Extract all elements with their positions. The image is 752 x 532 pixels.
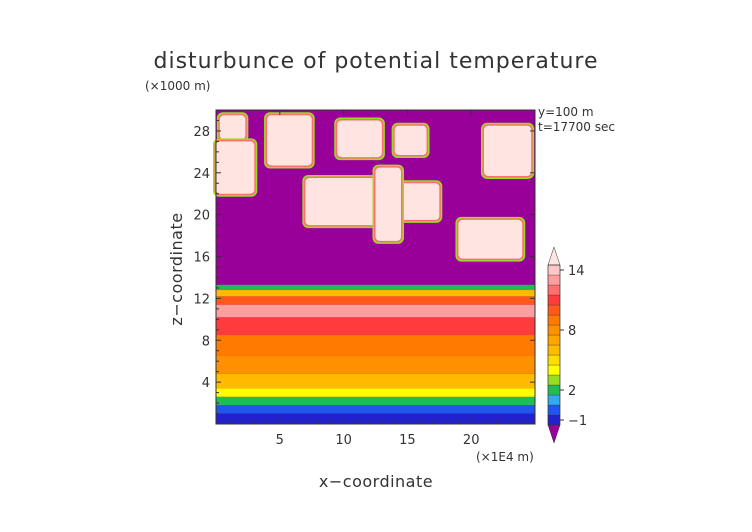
colorbar-frame <box>547 264 561 426</box>
annotation-y: y=100 m <box>538 105 594 119</box>
heatmap-band-7 <box>216 317 535 336</box>
x-tick-label: 15 <box>399 433 416 448</box>
y-unit-label: (×1000 m) <box>145 79 210 93</box>
patch-core <box>458 219 523 259</box>
x-unit-label: (×1E4 m) <box>476 450 534 464</box>
heatmap-patch-7 <box>391 180 443 223</box>
heatmap-patch-6 <box>302 175 385 229</box>
heatmap-patch-5 <box>213 138 258 197</box>
colorbar-tick-label: 2 <box>568 384 576 399</box>
patch-core <box>394 183 440 220</box>
colorbar-swatch <box>547 334 561 346</box>
axes: 5 10 15 20 4 8 12 16 20 24 28 <box>193 109 536 448</box>
annotation-time: t=17700 sec <box>538 120 615 134</box>
colorbar-swatch <box>547 354 561 366</box>
patch-core <box>216 141 255 194</box>
heatmap-patch-4 <box>480 122 535 179</box>
colorbar-swatch <box>547 364 561 376</box>
patch-core <box>337 120 382 158</box>
heatmap-patch-0 <box>216 112 249 143</box>
heatmap-patch-1 <box>264 112 315 169</box>
y-axis-label: z−coordinate <box>167 212 186 325</box>
colorbar-swatch <box>547 264 561 276</box>
y-tick-label: 24 <box>193 167 210 182</box>
heatmap-band-3 <box>216 388 535 397</box>
colorbar-extend-top <box>547 246 561 266</box>
heatmap-plot-area <box>213 110 535 424</box>
colorbar-tick-label: −1 <box>568 414 587 429</box>
colorbar-swatch <box>547 324 561 336</box>
heatmap-band-2 <box>216 396 535 406</box>
colorbar-swatch <box>547 314 561 326</box>
colorbar-swatch <box>547 294 561 306</box>
y-tick-label: 16 <box>193 251 210 266</box>
colorbar-swatch <box>547 384 561 396</box>
colorbar-tick-label: 8 <box>568 324 576 339</box>
heatmap-patch-2 <box>334 117 385 161</box>
y-tick-label: 12 <box>193 292 210 307</box>
heatmap-band-0 <box>216 413 535 424</box>
patch-core <box>219 115 246 140</box>
colorbar-swatch <box>547 344 561 356</box>
heatmap-band-9 <box>216 296 535 305</box>
colorbar-swatch <box>547 284 561 296</box>
colorbar: 14 8 2 −1 <box>547 246 587 444</box>
x-tick-label: 20 <box>463 433 480 448</box>
heatmap-band-10 <box>216 290 535 297</box>
x-tick-label: 5 <box>276 433 284 448</box>
x-axis-label: x−coordinate <box>319 472 433 491</box>
heatmap-band-4 <box>216 373 535 389</box>
colorbar-extend-bottom <box>547 424 561 444</box>
patch-core <box>394 125 427 156</box>
heatmap-band-11 <box>216 284 535 291</box>
heatmap-patch-3 <box>391 122 430 159</box>
colorbar-swatch <box>547 374 561 386</box>
heatmap-patch-8 <box>455 216 526 262</box>
patch-core <box>267 115 312 166</box>
y-tick-label: 4 <box>202 376 210 391</box>
patch-core <box>483 125 532 176</box>
heatmap-patch-9 <box>372 164 405 244</box>
patch-core <box>375 167 402 241</box>
chart-title: disturbunce of potential temperature <box>154 49 599 74</box>
y-tick-label: 20 <box>193 209 210 224</box>
heatmap-band-5 <box>216 355 535 374</box>
colorbar-swatch <box>547 304 561 316</box>
heatmap-band-1 <box>216 405 535 414</box>
colorbar-swatch <box>547 394 561 406</box>
heatmap-band-8 <box>216 304 535 318</box>
y-tick-label: 8 <box>202 334 210 349</box>
colorbar-tick-label: 14 <box>568 264 585 279</box>
patch-core <box>305 178 382 226</box>
colorbar-swatch <box>547 274 561 286</box>
colorbar-swatch <box>547 404 561 416</box>
heatmap-band-6 <box>216 335 535 356</box>
colorbar-swatch <box>547 414 561 426</box>
x-tick-label: 10 <box>335 433 352 448</box>
y-tick-label: 28 <box>193 125 210 140</box>
